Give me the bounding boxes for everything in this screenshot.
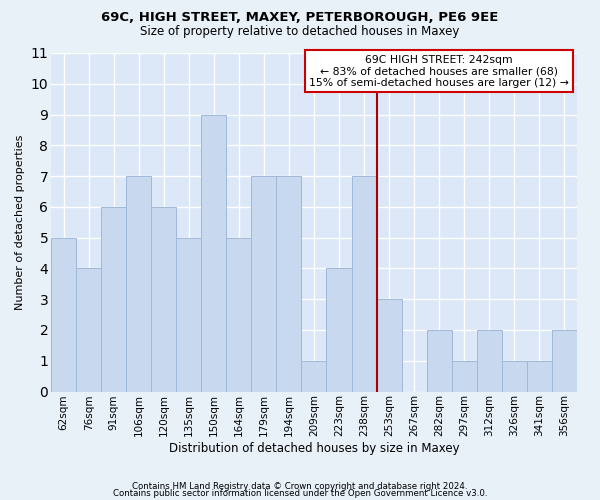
Text: 69C HIGH STREET: 242sqm
← 83% of detached houses are smaller (68)
15% of semi-de: 69C HIGH STREET: 242sqm ← 83% of detache… [309,54,569,88]
Bar [301,361,326,392]
Text: Contains HM Land Registry data © Crown copyright and database right 2024.: Contains HM Land Registry data © Crown c… [132,482,468,491]
Y-axis label: Number of detached properties: Number of detached properties [15,134,25,310]
Bar [202,114,226,392]
Bar [377,299,401,392]
Bar [126,176,151,392]
Text: 69C, HIGH STREET, MAXEY, PETERBOROUGH, PE6 9EE: 69C, HIGH STREET, MAXEY, PETERBOROUGH, P… [101,11,499,24]
Bar [326,268,352,392]
Bar [452,361,477,392]
X-axis label: Distribution of detached houses by size in Maxey: Distribution of detached houses by size … [169,442,459,455]
Text: Contains public sector information licensed under the Open Government Licence v3: Contains public sector information licen… [113,489,487,498]
Bar [552,330,577,392]
Bar [51,238,76,392]
Bar [251,176,277,392]
Bar [226,238,251,392]
Bar [176,238,202,392]
Bar [76,268,101,392]
Bar [151,207,176,392]
Bar [277,176,301,392]
Bar [502,361,527,392]
Bar [477,330,502,392]
Bar [101,207,126,392]
Text: Size of property relative to detached houses in Maxey: Size of property relative to detached ho… [140,25,460,38]
Bar [352,176,377,392]
Bar [427,330,452,392]
Bar [527,361,552,392]
